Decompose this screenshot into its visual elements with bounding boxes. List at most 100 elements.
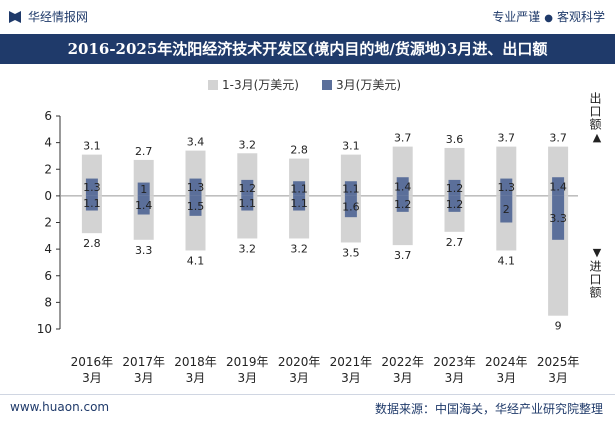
x-tick-label: 3月 xyxy=(341,371,361,385)
x-tick-label: 3月 xyxy=(186,371,206,385)
bar-month-import xyxy=(552,195,565,240)
y-tick-label: 6 xyxy=(44,109,52,123)
bar-month-import xyxy=(344,195,357,218)
bar-month-import xyxy=(293,195,306,211)
bar-month-export xyxy=(552,177,565,196)
label-month-import: 1.5 xyxy=(187,200,205,213)
bar-month-export xyxy=(189,178,202,196)
logo-icon xyxy=(9,11,21,23)
legend: 1-3月(万美元) 3月(万美元) xyxy=(208,78,401,92)
x-tick-label: 2018年 xyxy=(174,355,217,369)
label-month-export: 1.2 xyxy=(446,182,464,195)
label-ytd-export: 2.8 xyxy=(290,144,308,157)
chart-title: 2016-2025年沈阳经济技术开发区(境内目的地/货源地)3月进、出口额 xyxy=(67,40,548,58)
bar-month-import xyxy=(500,195,513,223)
title-bar: 2016-2025年沈阳经济技术开发区(境内目的地/货源地)3月进、出口额 xyxy=(0,34,615,64)
label-ytd-export: 3.2 xyxy=(239,138,257,151)
x-axis-labels: 2016年 3月 2017年 3月 2018年 3月 2019年 3月 2020年 3月 2021年… xyxy=(71,355,580,385)
y-tick-label: 4 xyxy=(44,136,52,150)
label-ytd-import: 3.5 xyxy=(342,246,360,259)
bar-month-export xyxy=(85,178,98,196)
y-tick-label: 4 xyxy=(44,242,52,256)
legend-swatch-0 xyxy=(208,80,218,90)
bar-month-import xyxy=(396,195,409,212)
bar-month-export xyxy=(500,178,513,196)
label-month-import: 1.1 xyxy=(290,197,308,210)
label-ytd-export: 3.6 xyxy=(446,133,464,146)
y-tick-label: 2 xyxy=(44,216,52,230)
x-tick-label: 3月 xyxy=(134,371,154,385)
label-ytd-import: 9 xyxy=(555,320,562,333)
x-tick-label: 3月 xyxy=(393,371,413,385)
x-tick-label: 2020年 xyxy=(278,355,321,369)
x-tick-label: 3月 xyxy=(237,371,257,385)
label-month-export: 1 xyxy=(140,183,147,196)
bar-month-import xyxy=(85,195,98,211)
y-tick-label: 2 xyxy=(44,162,52,176)
down-arrow-icon: ▼ xyxy=(592,246,602,259)
x-tick-label: 3月 xyxy=(496,371,516,385)
bar-month-export xyxy=(241,179,254,196)
label-ytd-import: 3.2 xyxy=(290,242,308,255)
bar-month-export xyxy=(448,179,461,196)
bars xyxy=(81,146,569,316)
label-month-export: 1.1 xyxy=(290,183,308,196)
label-month-import: 1.2 xyxy=(446,198,464,211)
x-tick-label: 2019年 xyxy=(226,355,269,369)
x-tick-label: 3月 xyxy=(445,371,465,385)
label-month-export: 1.4 xyxy=(549,181,567,194)
import-axis-text: 进口额 xyxy=(588,260,602,299)
label-ytd-export: 3.1 xyxy=(83,140,101,153)
label-ytd-export: 2.7 xyxy=(135,145,153,158)
label-ytd-export: 3.7 xyxy=(549,132,567,145)
up-arrow-icon: ▲ xyxy=(592,131,602,144)
x-tick-label: 3月 xyxy=(289,371,309,385)
tagline-left: 专业严谨 xyxy=(492,10,541,24)
y-tick-label: 6 xyxy=(44,269,52,283)
label-ytd-import: 2.7 xyxy=(446,236,464,249)
tagline-right: 客观科学 xyxy=(556,10,605,24)
bar-month-import xyxy=(137,195,150,215)
export-axis-text: 出口额 xyxy=(588,92,602,131)
label-month-import: 1.2 xyxy=(394,198,412,211)
data-labels: 3.1 2.8 1.3 1.1 2.7 3.3 1 1.4 3.4 4.1 1.3 1.5 3.2 3.2… xyxy=(83,132,567,333)
label-month-export: 1.2 xyxy=(239,182,257,195)
footer-website: www.huaon.com xyxy=(10,400,110,414)
x-tick-label: 3月 xyxy=(548,371,568,385)
label-month-export: 1.3 xyxy=(83,181,101,194)
label-month-import: 2 xyxy=(503,203,510,216)
export-axis-label: 出口额 ▲ xyxy=(588,92,606,145)
label-month-import: 3.3 xyxy=(549,212,567,225)
label-ytd-import: 4.1 xyxy=(187,254,205,267)
bar-month-import xyxy=(189,195,202,216)
label-month-import: 1.1 xyxy=(239,197,257,210)
x-tick-label: 2021年 xyxy=(330,355,373,369)
label-ytd-export: 3.7 xyxy=(394,132,412,145)
label-ytd-import: 2.8 xyxy=(83,237,101,250)
x-tick-label: 2017年 xyxy=(122,355,165,369)
label-ytd-export: 3.4 xyxy=(187,136,205,149)
legend-swatch-1 xyxy=(322,80,332,90)
label-ytd-export: 3.7 xyxy=(498,132,516,145)
footer-divider xyxy=(0,394,615,395)
bar-month-export xyxy=(396,177,409,196)
label-month-import: 1.6 xyxy=(342,201,360,214)
label-month-import: 1.1 xyxy=(83,197,101,210)
tagline: 专业严谨 ● 客观科学 xyxy=(492,8,605,25)
label-month-import: 1.4 xyxy=(135,199,153,212)
label-ytd-import: 3.2 xyxy=(239,242,257,255)
label-month-export: 1.3 xyxy=(187,181,205,194)
bar-month-export xyxy=(137,182,150,196)
label-ytd-import: 3.7 xyxy=(394,249,412,262)
label-month-export: 1.4 xyxy=(394,181,412,194)
x-tick-label: 2023年 xyxy=(433,355,476,369)
brand-name: 华经情报网 xyxy=(28,10,89,24)
chart: 1-3月(万美元) 3月(万美元) 6 4 2 0 2 4 6 8 10 3.1 2.8 1.3 1.1… xyxy=(37,78,580,385)
legend-label-1: 3月(万美元) xyxy=(336,78,401,92)
dot-separator: ● xyxy=(544,13,553,24)
label-month-export: 1.1 xyxy=(342,183,360,196)
footer-source: 数据来源：中国海关，华经产业研究院整理 xyxy=(374,402,603,416)
top-bar: 华经情报网 专业严谨 ● 客观科学 xyxy=(0,0,615,34)
label-ytd-export: 3.1 xyxy=(342,140,360,153)
legend-label-0: 1-3月(万美元) xyxy=(222,78,299,92)
